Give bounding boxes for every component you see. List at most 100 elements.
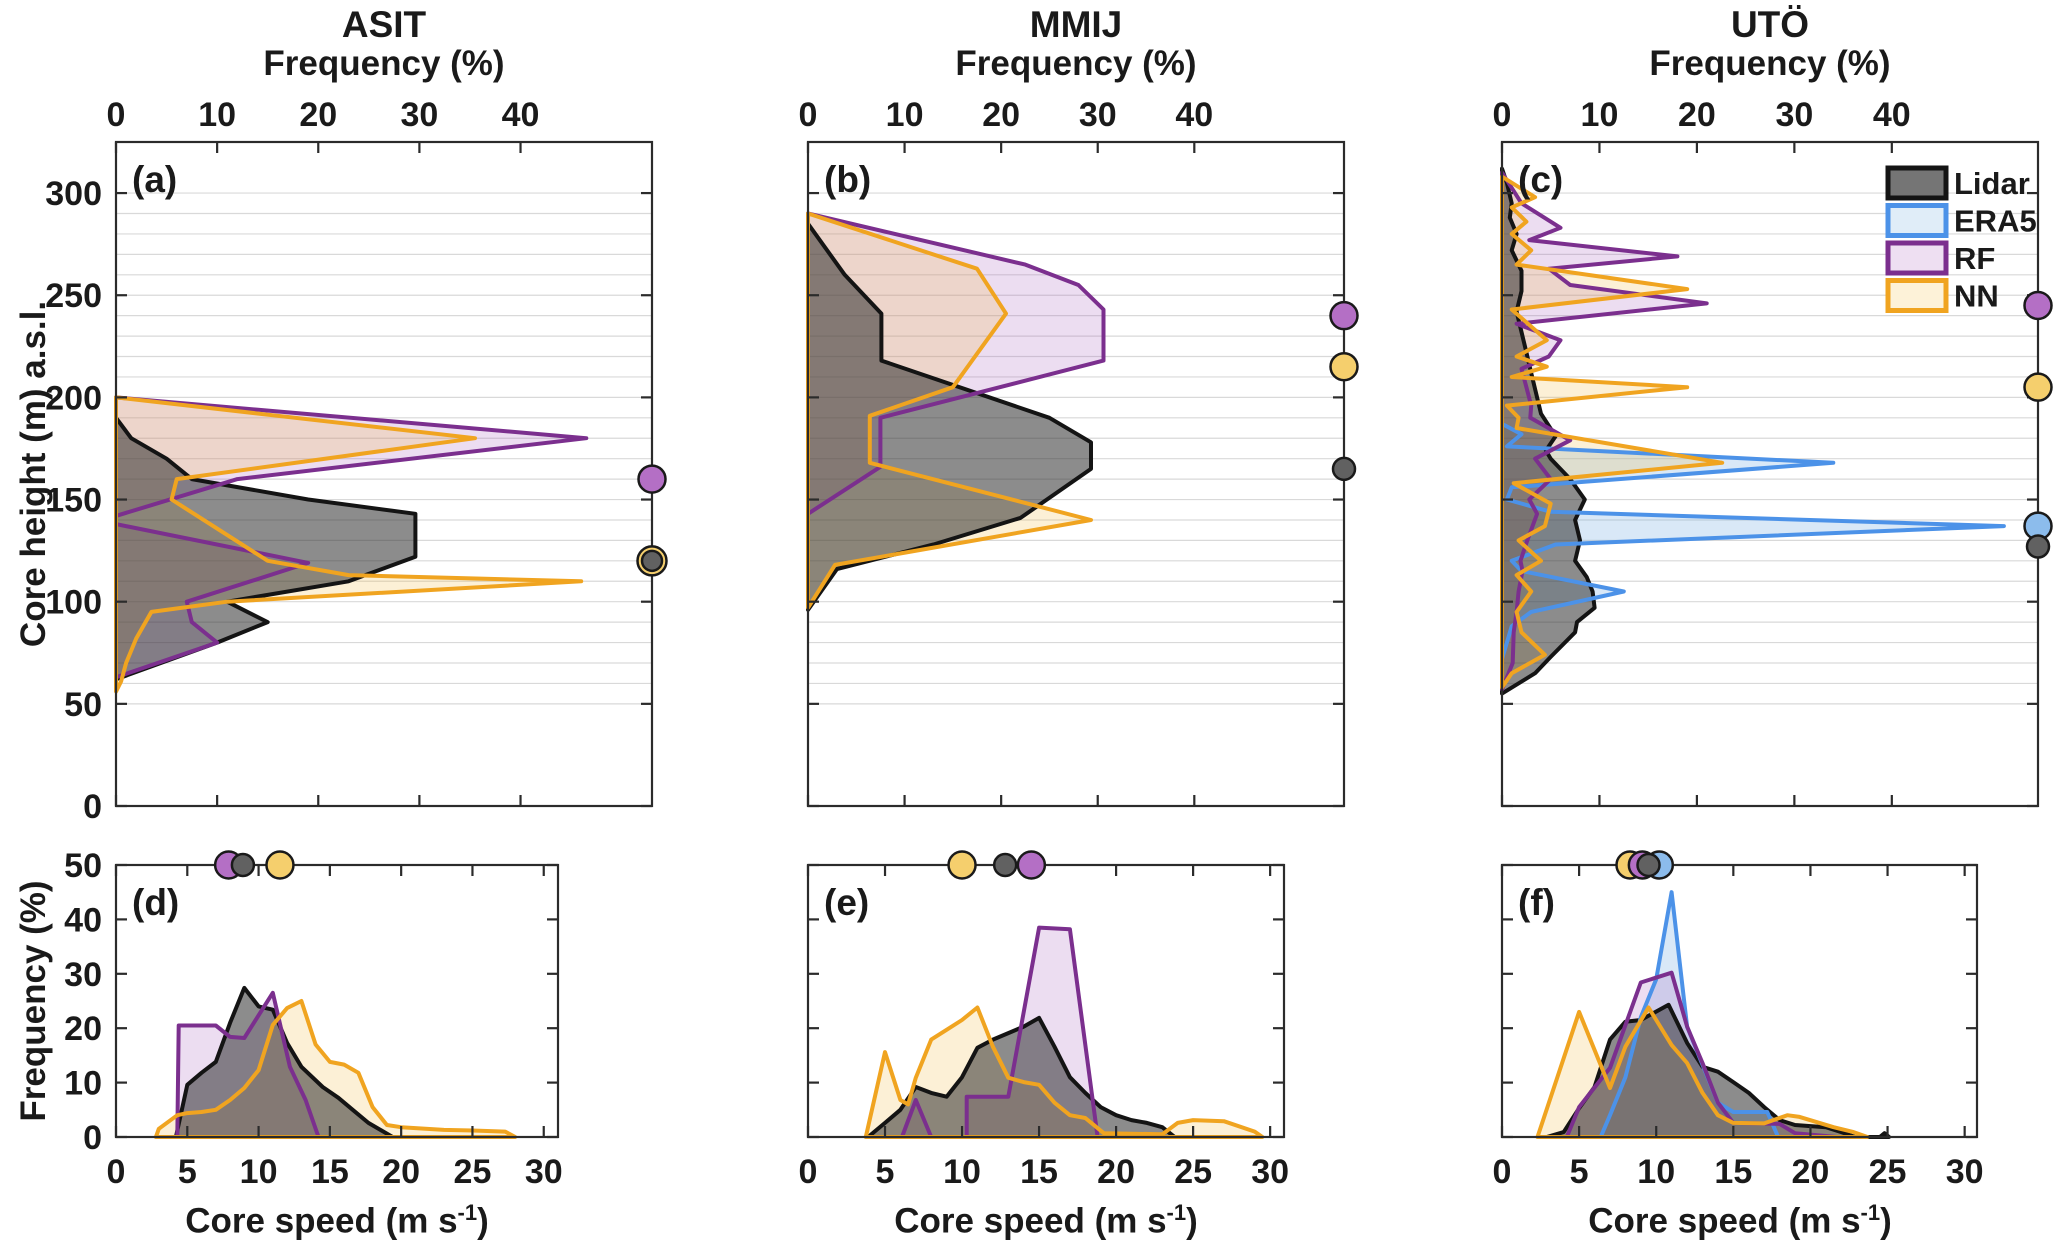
series-line-rf-f [1564, 970, 1839, 1139]
series-area-rf-b [808, 213, 1104, 514]
xtick-label: 30 [1251, 1153, 1289, 1191]
xtick-label: 30 [400, 96, 438, 134]
median-marker-nn-b [1329, 351, 1359, 382]
series-line-era5-c [1500, 421, 2006, 661]
bottom-xaxis-label-2: Core speed (m s-1) [894, 1200, 1198, 1242]
ytick-label: 30 [64, 956, 102, 994]
ticks-d [114, 863, 558, 1139]
yaxis-label-frequency: Frequency (%) [14, 880, 53, 1122]
xtick-label: 30 [1079, 96, 1117, 134]
xtick-label: 30 [525, 1153, 563, 1191]
xtick-label: 20 [299, 96, 337, 134]
xtick-label: 0 [1493, 1153, 1512, 1191]
xtick-label: 25 [454, 1153, 492, 1191]
ytick-label: 50 [64, 686, 102, 724]
core-speed-sup: -1 [457, 1200, 478, 1225]
panel-letter-e: (e) [824, 882, 869, 923]
legend-label-era5: ERA5 [1954, 204, 2037, 239]
xtick-label: 0 [107, 96, 126, 134]
series-line-lidar-c [1500, 166, 1597, 696]
xtick-label: 20 [382, 1153, 420, 1191]
median-marker-rf-b [1329, 300, 1359, 331]
xtick-label: 0 [799, 96, 818, 134]
ytick-label: 300 [45, 175, 102, 213]
legend-swatch-nn [1885, 278, 1949, 313]
legend-label-lidar: Lidar [1954, 166, 2030, 201]
series-line-nn-d [153, 999, 518, 1139]
series-line-rf-d [175, 990, 321, 1139]
site-title-asit: ASIT [341, 4, 427, 45]
panel-letter-c: (c) [1518, 159, 1563, 200]
xtick-label: 5 [876, 1153, 895, 1191]
ytick-label: 0 [83, 1119, 102, 1157]
panel-f: 0 5 10 15 20 25 30 (f) [1493, 850, 1984, 1191]
legend-swatch-era5 [1885, 203, 1949, 238]
yaxis-label-core-height: Core height (m) a.s.l. [14, 300, 53, 648]
xtick-label: 10 [1637, 1153, 1675, 1191]
median-marker-lidar-d [230, 852, 256, 878]
ytick-label: 20 [64, 1010, 102, 1048]
xtick-label: 5 [1570, 1153, 1589, 1191]
legend-swatch-rf [1885, 240, 1949, 276]
site-title-uto: UTÖ [1730, 4, 1810, 45]
axes-frame-d [114, 863, 560, 1139]
xtick-label: 15 [311, 1153, 349, 1191]
median-marker-rf-a [637, 464, 667, 494]
xtick-label: 0 [107, 1153, 126, 1191]
xtick-label: 10 [198, 96, 236, 134]
series-line-nn-e [863, 1005, 1265, 1139]
series-line-lidar-b [806, 221, 1093, 612]
xtick-label: 15 [1020, 1153, 1058, 1191]
legend-swatch-lidar [1885, 165, 1949, 201]
core-speed-close: ) [477, 1201, 489, 1241]
median-marker-lidar-e [992, 852, 1018, 878]
xtick-label: 40 [1175, 96, 1213, 134]
ytick-label: 0 [83, 788, 102, 826]
series-area-lidar-c [1502, 168, 1595, 694]
ticks-e [806, 863, 1284, 1139]
series-area-rf-a [116, 397, 587, 678]
median-marker-lidar-a [640, 549, 664, 573]
series-line-nn-b [806, 211, 1093, 610]
ticks-b [806, 142, 1344, 808]
series-area-rf-c [1502, 172, 1707, 690]
series-area-lidar-b [808, 223, 1091, 610]
xtick-label: 30 [1775, 96, 1813, 134]
series-line-rf-c [1500, 170, 1709, 692]
bottom-xaxis-label-1: Core speed (m s-1) [185, 1200, 489, 1242]
core-speed-close: ) [1186, 1201, 1198, 1241]
series-line-lidar-e [866, 1015, 1177, 1139]
series-line-rf-a [114, 395, 589, 680]
series-line-rf-b [806, 211, 1106, 516]
median-marker-nn-e [947, 850, 977, 880]
xtick-label: 20 [982, 96, 1020, 134]
xtick-label: 10 [886, 96, 924, 134]
ytick-label: 250 [45, 277, 102, 315]
core-speed-text: Core speed (m s [1588, 1201, 1861, 1241]
core-speed-sup: -1 [1166, 1200, 1187, 1225]
core-speed-text: Core speed (m s [185, 1201, 458, 1241]
panel-d: 0 5 10 15 20 25 30 0 10 20 30 40 50 (d) [64, 847, 562, 1191]
median-marker-rf-e [1016, 850, 1047, 880]
core-speed-text: Core speed (m s [894, 1201, 1167, 1241]
xtick-label: 10 [943, 1153, 981, 1191]
top-xaxis-label-2: Frequency (%) [955, 44, 1197, 83]
legend-label-nn: NN [1954, 279, 1999, 314]
median-marker-rf-c [2023, 290, 2053, 321]
panel-letter-f: (f) [1518, 882, 1555, 923]
ytick-label: 150 [45, 482, 102, 520]
xtick-label: 20 [1792, 1153, 1830, 1191]
median-marker-nn-d [265, 850, 295, 880]
ytick-label: 200 [45, 379, 102, 417]
xtick-label: 40 [1873, 96, 1911, 134]
site-title-mmij: MMIJ [1029, 4, 1123, 45]
top-xaxis-label-3: Frequency (%) [1649, 44, 1891, 83]
series-line-nn-a [114, 395, 584, 694]
legend-label-rf: RF [1954, 241, 1995, 276]
panel-letter-d: (d) [132, 882, 179, 923]
panel-letter-b: (b) [824, 159, 871, 200]
